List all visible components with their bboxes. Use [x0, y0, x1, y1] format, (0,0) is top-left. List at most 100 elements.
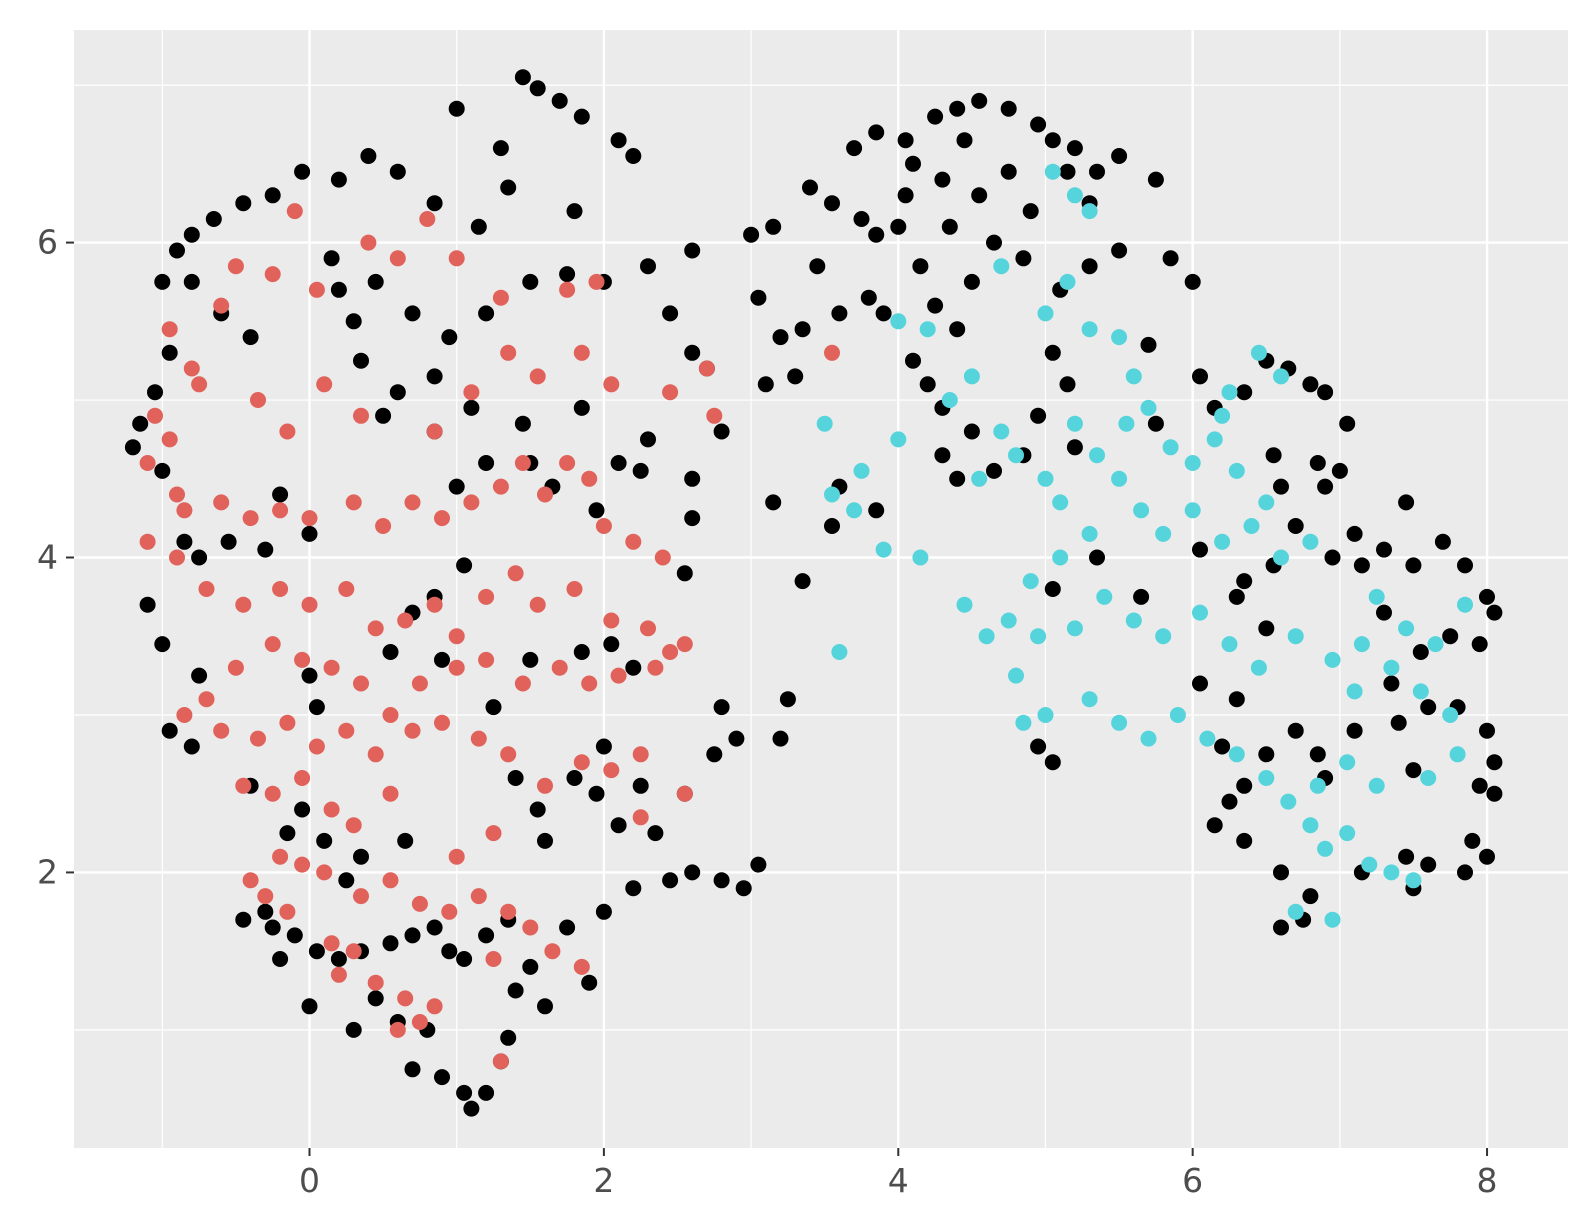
data-point	[323, 250, 340, 267]
data-point	[1022, 573, 1039, 590]
data-point	[345, 1021, 362, 1038]
data-point	[1214, 533, 1231, 550]
data-point	[581, 974, 598, 991]
data-point	[367, 273, 384, 290]
data-point	[1236, 573, 1253, 590]
data-point	[124, 439, 141, 456]
data-point	[235, 596, 252, 613]
data-point	[316, 832, 333, 849]
data-point	[191, 667, 208, 684]
data-point	[824, 344, 840, 361]
data-point	[588, 273, 605, 290]
data-point	[1059, 163, 1076, 180]
data-point	[1287, 518, 1304, 534]
data-point	[640, 620, 656, 637]
data-point	[1346, 525, 1363, 542]
data-point	[147, 384, 163, 401]
data-point	[507, 982, 524, 999]
data-point	[1030, 738, 1047, 755]
data-point	[610, 455, 627, 471]
data-point	[242, 329, 259, 346]
data-point	[492, 1053, 509, 1070]
data-point	[890, 218, 907, 235]
data-point	[1486, 754, 1503, 771]
data-point	[308, 281, 325, 298]
data-point	[323, 801, 340, 818]
data-point	[1214, 407, 1231, 424]
data-point	[706, 407, 723, 424]
data-point	[824, 518, 840, 534]
data-point	[1140, 336, 1157, 353]
data-point	[330, 966, 347, 983]
data-point	[927, 297, 944, 314]
data-point	[846, 140, 863, 157]
data-point	[500, 1029, 517, 1046]
data-point	[161, 321, 178, 338]
data-point	[411, 675, 428, 692]
data-point	[1184, 502, 1201, 519]
data-point	[1368, 777, 1385, 794]
data-point	[382, 785, 399, 802]
data-point	[470, 730, 487, 747]
data-point	[1199, 730, 1216, 747]
data-point	[1022, 203, 1039, 220]
data-point	[419, 211, 436, 227]
data-point	[1008, 667, 1024, 684]
data-point	[272, 502, 289, 519]
data-point	[272, 581, 289, 597]
data-point	[1000, 163, 1017, 180]
data-point	[183, 360, 200, 377]
data-point	[529, 801, 546, 818]
data-point	[353, 352, 369, 369]
data-point	[169, 486, 185, 503]
data-point	[382, 872, 399, 889]
series-group	[139, 203, 840, 1070]
y-tick-label: 4	[37, 538, 58, 577]
data-point	[308, 699, 325, 716]
data-point	[1479, 848, 1495, 865]
data-point	[1339, 415, 1356, 432]
data-point	[1044, 581, 1061, 597]
data-point	[632, 777, 649, 794]
data-point	[485, 825, 502, 842]
data-point	[897, 187, 914, 204]
data-point	[507, 565, 524, 582]
data-point	[684, 242, 701, 259]
data-point	[824, 195, 840, 212]
data-point	[529, 80, 546, 97]
data-point	[676, 565, 693, 582]
data-point	[1317, 478, 1334, 495]
data-point	[1471, 777, 1488, 794]
data-point	[765, 218, 782, 235]
data-point	[478, 927, 495, 944]
data-point	[323, 659, 340, 676]
data-point	[1184, 455, 1201, 471]
x-tick-label: 6	[1182, 1161, 1203, 1200]
data-point	[463, 494, 480, 511]
data-point	[1258, 770, 1275, 786]
data-point	[286, 927, 303, 944]
data-point	[868, 226, 885, 243]
data-point	[1353, 557, 1370, 574]
data-point	[507, 770, 524, 786]
data-point	[1140, 399, 1157, 416]
data-point	[1442, 628, 1459, 645]
data-point	[1383, 675, 1400, 692]
data-point	[1434, 533, 1451, 550]
data-point	[794, 321, 811, 338]
data-point	[1162, 250, 1179, 267]
data-point	[610, 817, 627, 834]
data-point	[301, 525, 318, 542]
data-point	[161, 722, 178, 739]
data-point	[250, 730, 266, 747]
data-point	[706, 746, 723, 763]
data-point	[1221, 793, 1238, 810]
data-point	[1236, 384, 1253, 401]
data-point	[713, 699, 730, 716]
data-point	[603, 612, 620, 629]
data-point	[264, 919, 281, 936]
data-point	[794, 573, 811, 590]
x-tick-label: 8	[1477, 1161, 1498, 1200]
data-point	[360, 234, 377, 251]
data-point	[588, 502, 605, 519]
